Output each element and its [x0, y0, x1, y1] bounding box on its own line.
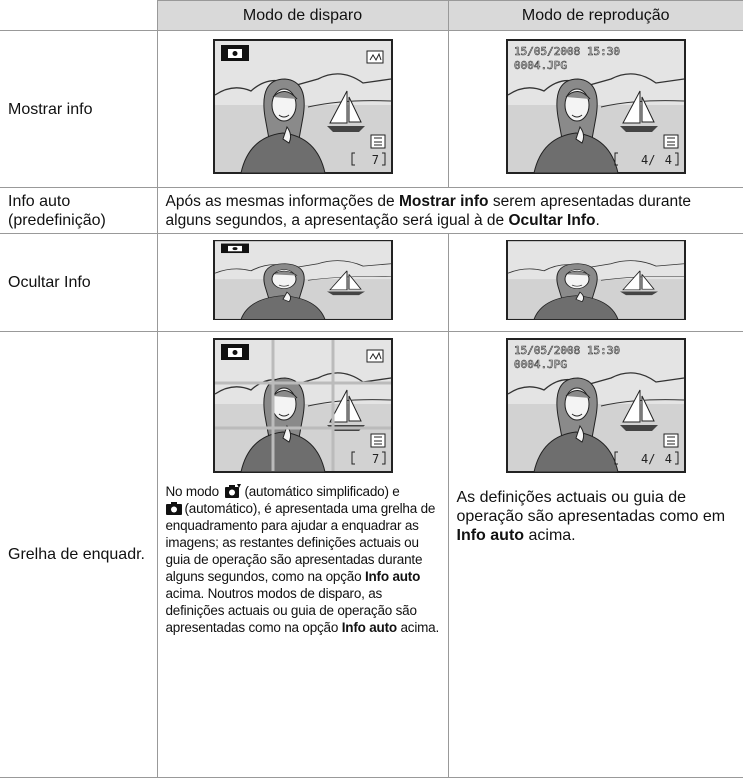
bold-text: Mostrar info [398, 192, 489, 210]
camera-screen: 15/05/2008 15:30 0004.JPG 4/ 4 [505, 338, 686, 473]
camera-screen: 7 [212, 338, 393, 473]
auto-icon [165, 502, 182, 515]
row: Ocultar Info [0, 233, 743, 332]
screen-cell [447, 233, 743, 332]
shots-left: 7 [371, 153, 378, 167]
frame-number: 4/ [641, 452, 655, 466]
row: Info auto (predefinição) Após as mesmas … [0, 187, 743, 234]
description: Após as mesmas informações de Mostrar in… [156, 187, 743, 234]
camera-screen: 7 [212, 39, 393, 174]
text: (automático simplificado) e [244, 484, 400, 499]
row: Grelha de enquadr. 7 No modo (automático… [0, 331, 743, 778]
row-label: Ocultar Info [0, 233, 158, 332]
text: (automático), é apresentada uma grelha d… [165, 501, 436, 584]
camera-screen [212, 240, 393, 321]
description: 7 No modo (automático simplificado) e (a… [156, 331, 449, 778]
row-label: Mostrar info [0, 30, 158, 188]
file-name: 0004.JPG [514, 59, 567, 72]
column-header: Modo de disparo [156, 0, 449, 31]
file-name: 0004.JPG [514, 358, 567, 371]
header-row: Modo de disparo Modo de reprodução [0, 0, 743, 31]
text: No modo [165, 484, 223, 499]
bold-text: Ocultar Info [508, 211, 596, 229]
screen-cell [156, 233, 449, 332]
row-label: Info auto (predefinição) [0, 187, 158, 234]
date: 15/05/2008 15:30 [514, 344, 620, 357]
description: 15/05/2008 15:30 0004.JPG 4/ 4 As defini… [447, 331, 743, 778]
bold-text: Info auto [456, 527, 525, 544]
text: serem apresentadas durante alguns segund… [165, 192, 692, 229]
bold-text: Info auto [341, 620, 397, 635]
easy-auto-icon [225, 484, 242, 498]
frame-total: 4 [665, 452, 672, 466]
screen-cell: 15/05/2008 15:30 0004.JPG 4/ 4 [447, 30, 743, 188]
screen-cell: 7 [156, 30, 449, 188]
text: As definições actuais ou guia de operaçã… [456, 489, 726, 525]
shots-left: 7 [371, 452, 378, 466]
date: 15/05/2008 15:30 [514, 45, 620, 58]
camera-screen: 15/05/2008 15:30 0004.JPG 4/ 4 [505, 39, 686, 174]
frame-number: 4/ [641, 153, 655, 167]
text: Após as mesmas informações de [165, 192, 399, 210]
camera-screen [505, 240, 686, 321]
row: Mostrar info 7 15/05/2008 15:30 0004.JPG… [0, 30, 743, 188]
text: acima. Noutros modos de disparo, as defi… [165, 586, 417, 635]
text: . [595, 211, 600, 229]
blank-cell [0, 0, 158, 31]
frame-total: 4 [665, 153, 672, 167]
row-label: Grelha de enquadr. [0, 331, 158, 778]
bold-text: Info auto [364, 569, 421, 584]
text: acima. [524, 527, 576, 544]
column-header: Modo de reprodução [447, 0, 743, 31]
text: acima. [396, 620, 440, 635]
